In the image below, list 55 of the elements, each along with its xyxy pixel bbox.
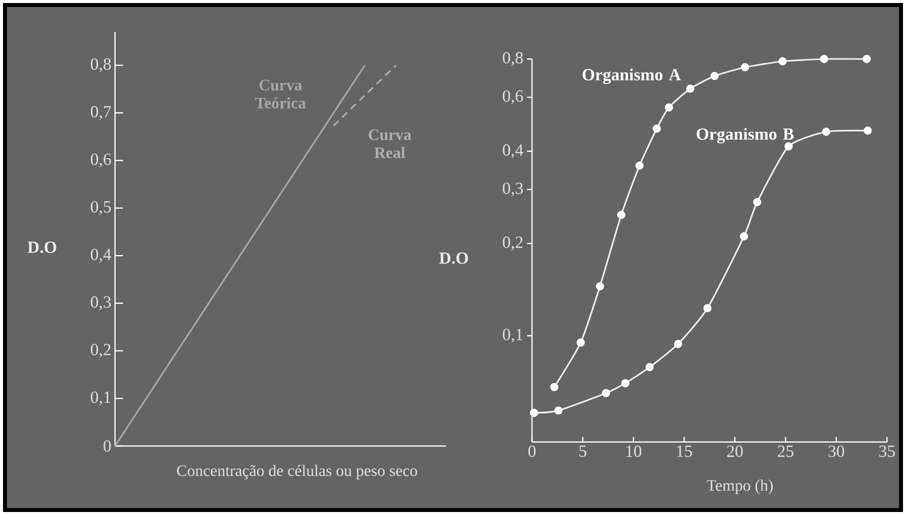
point bbox=[635, 162, 644, 170]
point bbox=[576, 338, 585, 347]
x-tick-label: 25 bbox=[778, 446, 794, 457]
point bbox=[646, 363, 654, 372]
y-tick-label: 0,4 bbox=[502, 144, 524, 158]
x-tick-label: 35 bbox=[879, 446, 895, 457]
y-tick-label: 0,8 bbox=[502, 52, 523, 66]
y-tick-label: 0,7 bbox=[90, 106, 111, 120]
y-tick-label: 0,3 bbox=[90, 296, 111, 310]
point bbox=[864, 126, 872, 135]
y-tick-label: 0,2 bbox=[502, 236, 523, 250]
y-axis-title: D.O bbox=[28, 242, 56, 254]
point bbox=[710, 72, 719, 80]
x-tick-label: 20 bbox=[727, 446, 743, 458]
series-label: Curva Real bbox=[368, 129, 412, 158]
series-label: Organismo A bbox=[582, 68, 681, 84]
x-tick-label: 10 bbox=[626, 446, 642, 458]
point bbox=[862, 54, 871, 64]
point bbox=[621, 379, 630, 388]
y-tick-label: 0,5 bbox=[90, 201, 111, 216]
x-tick-label: 0 bbox=[528, 446, 536, 458]
y-tick-label: 0,6 bbox=[502, 90, 523, 104]
y-tick-label: 0,1 bbox=[502, 328, 522, 343]
x-axis-title: Tempo (h) bbox=[706, 480, 773, 494]
y-tick-label: 0,1 bbox=[90, 391, 110, 406]
point bbox=[686, 84, 694, 93]
point bbox=[674, 340, 682, 348]
point bbox=[784, 142, 793, 150]
y-tick-label: 0,4 bbox=[90, 248, 112, 263]
point bbox=[530, 408, 538, 418]
point bbox=[820, 54, 828, 64]
series-label: Curva Teórica bbox=[255, 80, 306, 108]
point bbox=[740, 232, 748, 240]
point bbox=[740, 63, 750, 72]
y-tick-label: 0,3 bbox=[502, 182, 523, 196]
point bbox=[596, 282, 604, 290]
y-axis-title: D.O bbox=[439, 252, 468, 264]
point bbox=[778, 57, 787, 66]
point bbox=[554, 406, 562, 415]
y-tick-label: 0,6 bbox=[90, 154, 111, 168]
point bbox=[652, 124, 661, 133]
y-tick-label: 0,8 bbox=[90, 58, 111, 72]
point bbox=[602, 388, 610, 398]
x-tick-label: 30 bbox=[828, 446, 844, 458]
point bbox=[822, 128, 830, 136]
point bbox=[703, 304, 712, 312]
y-tick-label: 0,2 bbox=[90, 344, 111, 358]
point bbox=[550, 382, 558, 392]
point bbox=[664, 103, 674, 112]
point bbox=[753, 198, 762, 206]
x-axis-title: Concentração de células ou peso seco bbox=[177, 464, 418, 480]
series-label: Organismo B bbox=[696, 128, 794, 144]
x-tick-label: 15 bbox=[677, 446, 692, 457]
x-tick-label: 5 bbox=[579, 446, 586, 457]
point bbox=[617, 210, 626, 219]
